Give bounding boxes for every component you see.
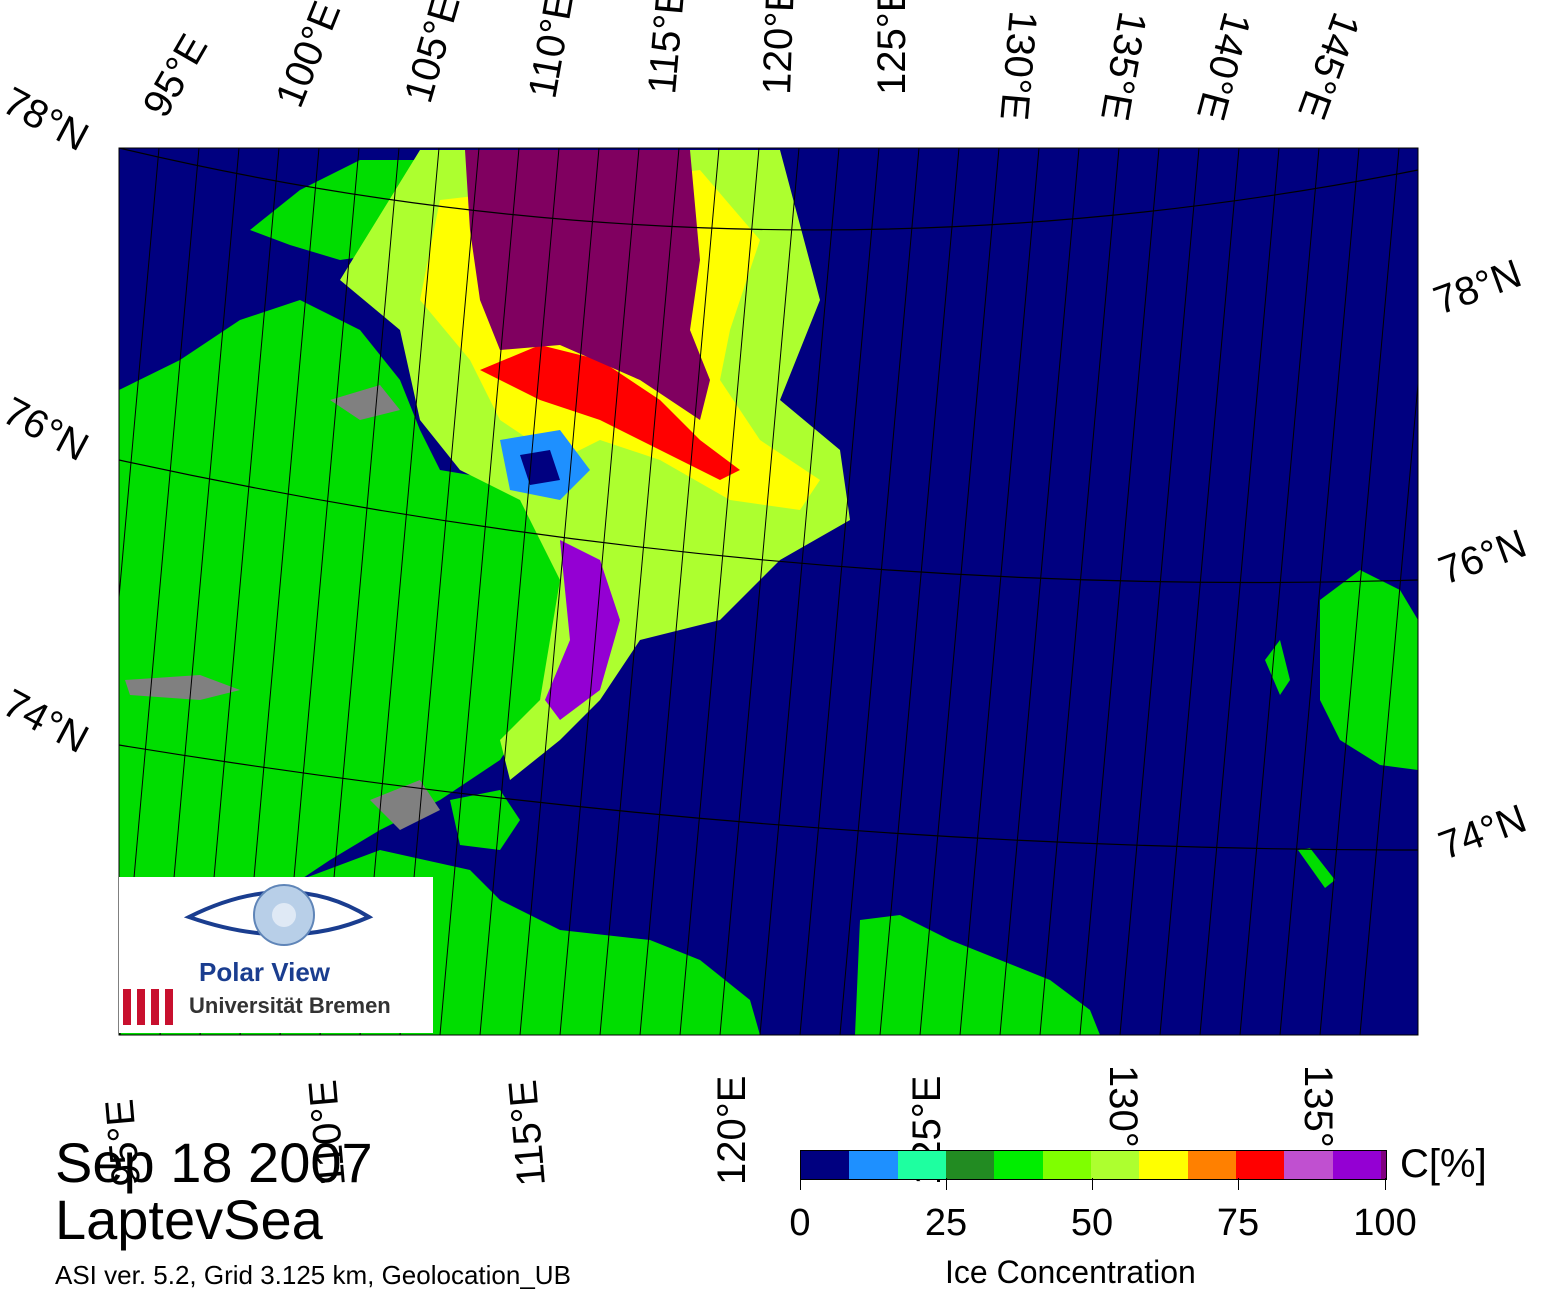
meridian-line [1279, 148, 1360, 1035]
graticule-parallels [119, 148, 1418, 851]
meridian-line [879, 148, 960, 1035]
lat-label-left: 76°N [0, 389, 95, 470]
lena-delta-land [855, 915, 1100, 1035]
polar-view-logo: Polar View Universität Bremen [119, 877, 433, 1033]
logo-name: Polar View [199, 957, 331, 987]
meridian-line [559, 148, 640, 1035]
footer-note: ASI ver. 5.2, Grid 3.125 km, Geolocation… [55, 1260, 571, 1290]
meridian-line [719, 148, 800, 1035]
ice-red-edge [480, 345, 740, 480]
colorbar-tick-label: 75 [1216, 1202, 1260, 1244]
bottom-longitude-labels: 95°E 110°E 115°E 120°E 125°E 130° 135° [98, 1065, 1340, 1188]
meridian-line [1079, 148, 1160, 1035]
colorbar-segment [1042, 1151, 1092, 1179]
colorbar-tick-label: 0 [789, 1202, 811, 1244]
taymyr-land [119, 300, 560, 880]
meridian-line [639, 148, 720, 1035]
small-island-southeast [1298, 848, 1335, 888]
meridian-line [919, 148, 1000, 1035]
eye-globe-icon [183, 884, 374, 946]
meridian-line [1239, 148, 1320, 1035]
lon-label-top: 110°E [521, 0, 583, 102]
meridian-line [999, 148, 1080, 1035]
colorbar-segment [994, 1151, 1043, 1179]
grey-terrain [125, 675, 240, 700]
lon-label-top: 145°E [1289, 7, 1368, 125]
lat-label-left: 74°N [0, 681, 95, 762]
meridian-line [1159, 148, 1240, 1035]
meridian-line [959, 148, 1040, 1035]
lon-label-top: 140°E [1188, 8, 1259, 125]
lon-label-top: 100°E [268, 0, 350, 113]
top-longitude-labels: 95°E 100°E 105°E 110°E 115°E 120°E 125°E 130°E 1… [135, 0, 1368, 125]
meridian-line [1359, 378, 1418, 1035]
meridian-line [1119, 148, 1200, 1035]
meridian-line [679, 148, 760, 1035]
colorbar-segment [1187, 1151, 1237, 1179]
lon-label-top: 130°E [991, 9, 1044, 122]
meridian-line [119, 148, 120, 154]
colorbar-segment [1332, 1151, 1382, 1179]
meridian-line [1039, 148, 1120, 1035]
uni-bremen-crest-icon [123, 989, 173, 1025]
colorbar-segment [849, 1151, 898, 1179]
colorbar-tick-label: 25 [924, 1202, 968, 1244]
colorbar-segment [897, 1151, 947, 1179]
graticule-meridians [119, 148, 1418, 1035]
meridian-line [439, 148, 520, 1035]
ice-full-concentration [465, 150, 710, 420]
meridian-line [839, 148, 920, 1035]
meridian-line [519, 148, 600, 1035]
map-frame [118, 147, 1419, 1036]
lon-label-top: 135°E [1092, 8, 1154, 123]
colorbar-segment [1091, 1151, 1140, 1179]
colorbar-title: Ice Concentration [945, 1254, 1196, 1290]
lon-label-bottom: 110°E [301, 1078, 354, 1188]
lat-label-right: 76°N [1433, 522, 1532, 594]
lon-label-bottom: 120°E [710, 1076, 754, 1185]
logo-institution: Universität Bremen [189, 993, 391, 1018]
lon-label-bottom: 130° [1101, 1065, 1145, 1148]
lat-label-right: 74°N [1433, 797, 1532, 869]
lon-label-top: 125°E [870, 0, 914, 95]
lat-label-left: 78°N [0, 79, 95, 160]
colorbar-segment [1139, 1151, 1188, 1179]
meridian-line [759, 148, 840, 1035]
region-title: LaptevSea [55, 1188, 323, 1251]
grey-terrain [370, 780, 440, 830]
colorbar-tick-label: 50 [1070, 1202, 1114, 1244]
lat-label-right: 78°N [1428, 252, 1527, 324]
grey-terrain [330, 385, 400, 420]
colorbar-segment [801, 1151, 850, 1179]
colorbar-ticks [800, 1178, 1386, 1190]
ice-purple-belt [545, 540, 620, 720]
colorbar-unit: C[%] [1400, 1142, 1487, 1186]
small-island-east [1265, 640, 1290, 695]
colorbar-segment [1284, 1151, 1333, 1179]
colorbar-tick-label: 100 [1353, 1202, 1417, 1244]
meridian-line [799, 148, 880, 1035]
colorbar [800, 1150, 1387, 1180]
lon-label-bottom: 135° [1296, 1065, 1340, 1148]
left-latitude-labels: 78°N 76°N 74°N [0, 79, 95, 762]
colorbar-segment [946, 1151, 995, 1179]
lon-label-top: 95°E [135, 27, 217, 124]
small-island-land [450, 790, 520, 850]
meridian-line [479, 148, 560, 1035]
meridian-line [599, 148, 680, 1035]
right-latitude-labels: 78°N 76°N 74°N [1428, 252, 1532, 869]
lon-label-top: 120°E [755, 0, 803, 95]
lon-label-top: 105°E [396, 0, 468, 107]
lon-label-bottom: 95°E [98, 1097, 149, 1188]
date-title: Sep 18 2007 [55, 1131, 373, 1194]
lon-label-top: 115°E [640, 0, 693, 96]
kotelny-island-land [1320, 570, 1418, 770]
meridian-line [1199, 148, 1280, 1035]
colorbar-segment [1381, 1151, 1386, 1179]
meridian-line [1319, 148, 1400, 1035]
colorbar-segment [1236, 1151, 1285, 1179]
lon-label-bottom: 115°E [501, 1078, 554, 1188]
